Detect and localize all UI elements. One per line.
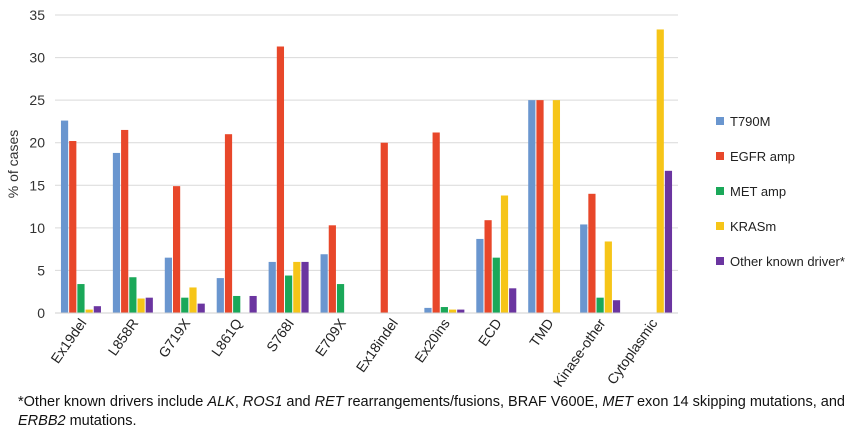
y-tick-label: 25 — [29, 92, 45, 108]
x-tick-label: Ex19del — [47, 316, 89, 367]
bar — [580, 224, 588, 313]
bar — [69, 141, 77, 313]
bar — [216, 278, 224, 313]
bar — [145, 297, 153, 313]
bar — [656, 29, 664, 313]
bar — [457, 309, 465, 313]
x-tick-label: Ex18indel — [353, 316, 401, 376]
x-tick-label: L858R — [105, 316, 142, 359]
x-tick-label: L861Q — [208, 315, 245, 359]
bar — [588, 193, 596, 313]
legend-swatch — [716, 222, 724, 230]
bar — [664, 170, 673, 313]
legend-label: MET amp — [730, 184, 786, 199]
legend-label: T790M — [730, 114, 770, 129]
x-tick-label: S768I — [263, 316, 297, 355]
y-tick-label: 20 — [29, 135, 45, 151]
bar — [189, 287, 197, 313]
bar — [293, 261, 301, 313]
bar — [164, 257, 172, 313]
bar — [181, 297, 189, 313]
y-axis-title: % of cases — [5, 130, 21, 198]
bar — [424, 307, 432, 313]
bar — [233, 295, 241, 313]
bar — [612, 300, 621, 313]
bar — [604, 241, 612, 313]
bar — [301, 261, 309, 313]
x-tick-label: ECD — [475, 316, 505, 349]
bar — [172, 186, 181, 313]
chart: 0 5 10 15 20 25 30 35 % of cases Ex19del L858R G719… — [5, 7, 845, 390]
bar — [328, 225, 336, 313]
legend-swatch — [716, 152, 724, 160]
x-tick-label: Cytoplasmic — [604, 316, 661, 388]
bar — [60, 120, 69, 313]
bar — [448, 309, 457, 313]
y-tick-label: 30 — [29, 50, 45, 66]
bar — [320, 254, 328, 313]
bar — [224, 134, 233, 313]
bar — [536, 100, 544, 313]
bar — [552, 100, 561, 313]
bar — [440, 307, 448, 313]
bar — [276, 46, 285, 313]
bar — [77, 284, 85, 313]
legend-swatch — [716, 117, 724, 125]
bar — [249, 295, 257, 313]
bar — [268, 261, 276, 313]
y-tick-label: 35 — [29, 7, 45, 23]
x-tick-label: Ex20ins — [411, 316, 453, 366]
bar — [509, 288, 517, 313]
bar — [93, 306, 101, 313]
bar — [596, 297, 604, 313]
bar — [121, 129, 129, 313]
legend-swatch — [716, 187, 724, 195]
bar — [476, 238, 484, 313]
y-tick-label: 5 — [37, 262, 45, 278]
bar — [492, 257, 500, 313]
legend-swatch — [716, 257, 724, 265]
bar — [85, 309, 93, 313]
bar — [112, 152, 121, 313]
legend-label: EGFR amp — [730, 149, 795, 164]
x-tick-label: G719X — [155, 315, 193, 360]
x-tick-label: TMD — [526, 316, 557, 350]
x-tick-label: Kinase-other — [550, 315, 609, 389]
bar — [484, 220, 492, 313]
bar — [380, 142, 388, 313]
bar — [197, 303, 205, 313]
y-tick-label: 15 — [29, 177, 45, 193]
footnote: *Other known drivers include ALK, ROS1 a… — [18, 394, 845, 429]
y-tick-label: 0 — [37, 305, 45, 321]
legend-label: KRASm — [730, 219, 776, 234]
bar — [336, 284, 345, 313]
bar — [500, 195, 509, 313]
x-tick-label: E709X — [312, 315, 350, 359]
bar — [129, 277, 137, 313]
bar — [137, 298, 145, 313]
bar — [285, 275, 293, 313]
bar — [528, 100, 536, 313]
y-tick-label: 10 — [29, 220, 45, 236]
bar — [432, 132, 440, 313]
legend-label: Other known driver* — [730, 254, 845, 269]
